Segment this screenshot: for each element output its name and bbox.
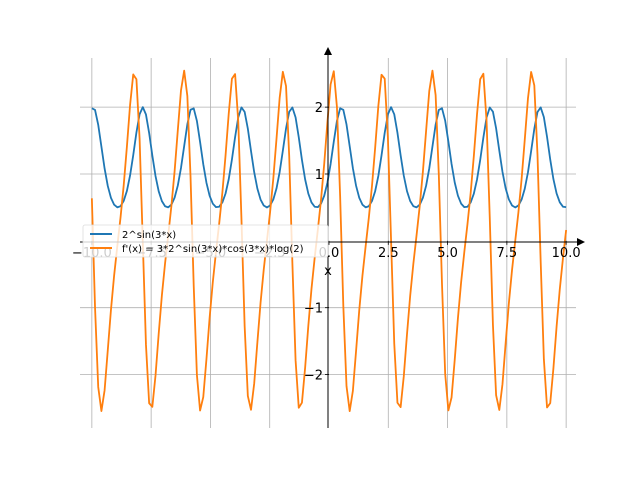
legend-label-1: f'(x) = 3*2^sin(3*x)*cos(3*x)*log(2) [122, 244, 304, 255]
y-tick-label-0: −2 [304, 369, 323, 384]
y-tick-label-3: 2 [315, 101, 323, 116]
y-tick-label-1: −1 [304, 302, 323, 317]
y-axis-arrow [324, 47, 332, 55]
legend: 2^sin(3*x) f'(x) = 3*2^sin(3*x)*cos(3*x)… [82, 224, 329, 258]
x-tick-label-5: 2.5 [378, 246, 399, 261]
legend-label-0: 2^sin(3*x) [122, 230, 176, 241]
y-tick-label-2: 1 [315, 168, 323, 183]
series-line-1 [90, 69, 568, 412]
legend-box [82, 224, 329, 258]
x-tick-label-8: 10.0 [552, 246, 581, 261]
x-axis-label: x [324, 264, 332, 279]
series-group [90, 69, 568, 412]
x-tick-label-7: 7.5 [497, 246, 518, 261]
series-line-0 [91, 106, 567, 209]
y-ticks: −2 −1 1 2 [304, 101, 329, 384]
x-axis-arrow [577, 238, 585, 246]
x-tick-label-6: 5.0 [437, 246, 458, 261]
